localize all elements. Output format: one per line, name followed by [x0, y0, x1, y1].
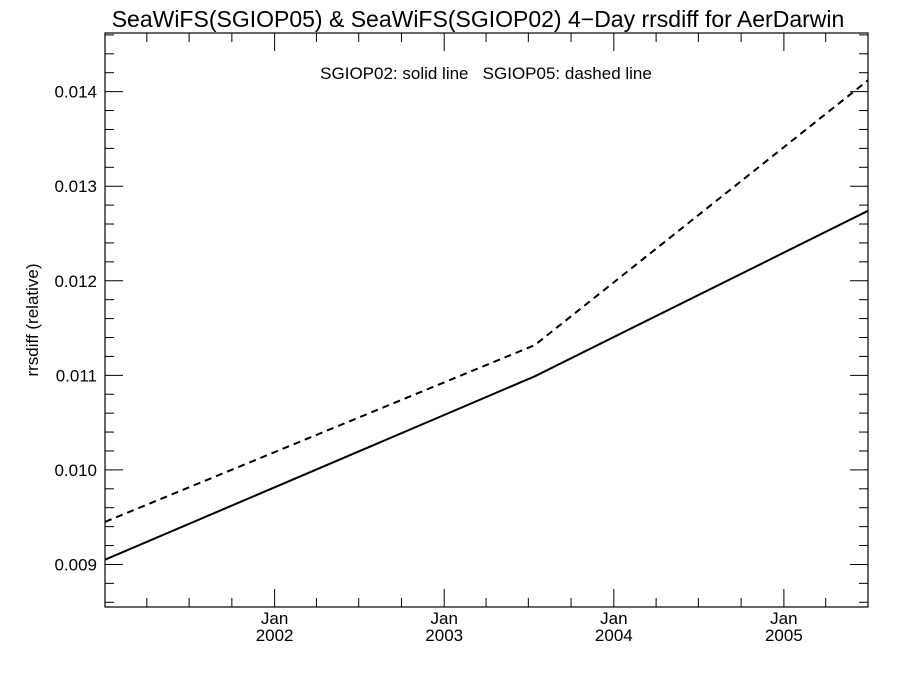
x-tick-month-label: Jan	[261, 609, 288, 628]
tick-labels: 0.0090.0100.0110.0120.0130.014Jan2002Jan…	[54, 83, 802, 645]
axis-ticks	[104, 33, 869, 607]
y-tick-label: 0.012	[54, 272, 97, 291]
x-tick-month-label: Jan	[600, 609, 627, 628]
x-tick-year-label: 2002	[256, 626, 294, 645]
plot-frame	[104, 32, 869, 608]
series-line-sgiop02	[104, 209, 869, 561]
x-tick-month-label: Jan	[431, 609, 458, 628]
y-tick-label: 0.011	[56, 366, 97, 385]
y-axis-label: rrsdiff (relative)	[23, 263, 42, 376]
x-tick-year-label: 2004	[595, 626, 633, 645]
series-line-sgiop05	[104, 79, 869, 523]
series-layer	[104, 79, 869, 561]
y-tick-label: 0.009	[54, 555, 97, 574]
x-tick-year-label: 2005	[765, 626, 803, 645]
x-tick-month-label: Jan	[770, 609, 797, 628]
chart-title: SeaWiFS(SGIOP05) & SeaWiFS(SGIOP02) 4−Da…	[112, 6, 845, 32]
y-tick-label: 0.010	[54, 461, 97, 480]
x-tick-year-label: 2003	[425, 626, 463, 645]
y-tick-label: 0.013	[54, 177, 97, 196]
y-tick-label: 0.014	[54, 83, 97, 102]
legend-text: SGIOP02: solid line SGIOP05: dashed line	[320, 64, 652, 83]
